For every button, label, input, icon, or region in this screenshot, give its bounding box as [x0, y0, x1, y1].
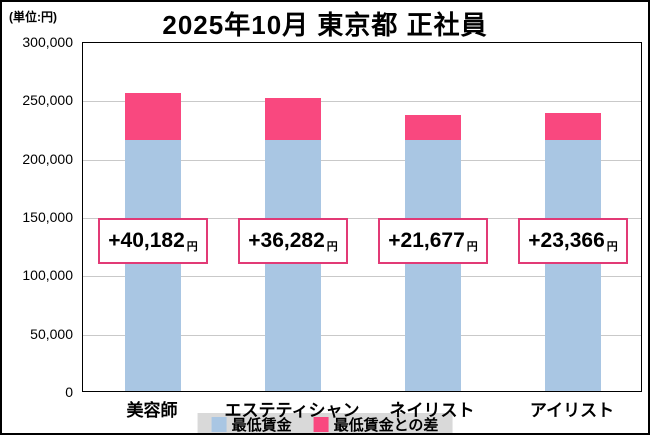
gridline — [83, 218, 641, 219]
bar-value-number: +23,366 — [528, 229, 605, 252]
bar-value-number: +36,282 — [248, 229, 325, 252]
bar-value-unit: 円 — [186, 241, 198, 253]
legend-label: 最低賃金 — [231, 416, 292, 434]
bar-segment-diff — [545, 112, 601, 141]
x-category-label: 美容師 — [126, 401, 178, 420]
bar-value-unit: 円 — [466, 241, 478, 253]
y-tick-label: 300,000 — [22, 34, 73, 50]
x-category-label: エステティシャン — [224, 401, 360, 420]
gridline — [83, 276, 641, 278]
plot-area: +40,182 円 +36,282 円 +21,677 円 +23,366 円 — [82, 42, 642, 392]
bar-value-label: +36,282 円 — [238, 218, 348, 264]
bar-value-unit: 円 — [326, 241, 338, 253]
bar-value-number: +40,182 — [108, 229, 185, 252]
bar-value-number: +21,677 — [388, 229, 465, 252]
y-tick-label: 100,000 — [22, 267, 73, 284]
y-tick-label: 150,000 — [22, 209, 73, 225]
bar-segment-diff — [405, 114, 461, 141]
gridline — [83, 159, 641, 161]
y-tick-label: 50,000 — [30, 325, 73, 342]
legend-label: 最低賃金との差 — [333, 416, 439, 434]
legend-item: 最低賃金との差 — [313, 414, 439, 434]
bar-segment-base — [405, 140, 461, 391]
bar-segment-diff — [265, 97, 321, 141]
bar-segment-base — [265, 140, 321, 391]
bar-value-label: +21,677 円 — [378, 218, 488, 264]
legend-item: 最低賃金 — [211, 414, 292, 434]
bar-value-label: +23,366 円 — [518, 218, 628, 264]
legend: 最低賃金 最低賃金との差 — [197, 413, 453, 434]
bar-value-label: +40,182 円 — [98, 218, 208, 264]
x-category-label: アイリスト — [529, 401, 615, 420]
y-tick-label: 250,000 — [22, 92, 73, 109]
bar-segment-base — [125, 140, 181, 391]
bar-segment-diff — [125, 93, 181, 141]
y-tick-label: 200,000 — [22, 150, 73, 167]
gridline — [83, 334, 641, 336]
bar-segment-base — [545, 140, 601, 391]
legend-swatch — [313, 416, 329, 432]
y-tick-label: 0 — [65, 384, 73, 400]
gridline — [83, 101, 641, 103]
chart-title: 2025年10月 東京都 正社員 — [162, 10, 488, 40]
legend-swatch — [211, 416, 227, 432]
unit-label: (単位:円) — [9, 10, 57, 24]
bar-value-unit: 円 — [606, 241, 618, 253]
x-category-label: ネイリスト — [389, 401, 475, 420]
